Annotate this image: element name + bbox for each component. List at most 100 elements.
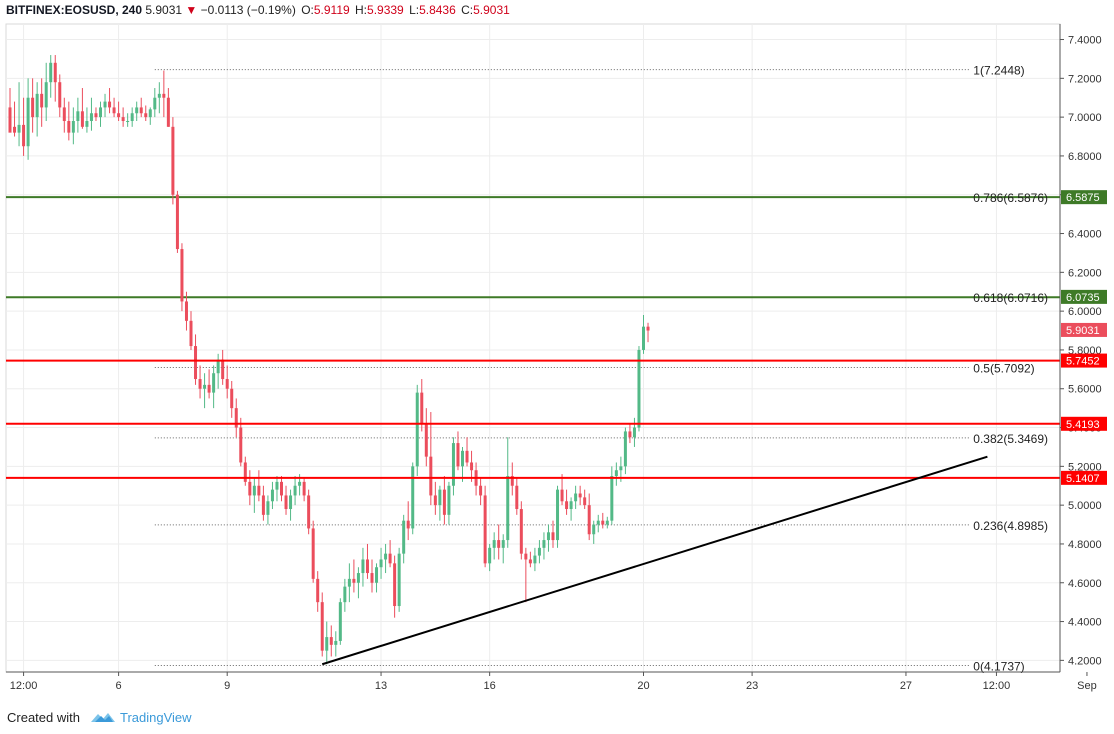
candle[interactable] [130,107,134,127]
candle[interactable] [171,117,175,205]
candle[interactable] [583,489,587,510]
candle[interactable] [365,543,369,579]
candlestick-chart[interactable]: 1(7.2448) 0.786(6.5876) 0.618(6.0716) 0.5(5… [0,0,1114,700]
price-tag[interactable]: 6.5875 [1061,190,1107,205]
candle[interactable] [429,412,433,506]
candle[interactable] [343,578,347,612]
candle[interactable] [610,466,614,525]
candle[interactable] [94,107,98,122]
candle[interactable] [438,485,442,521]
candle[interactable] [456,431,460,471]
candle[interactable] [334,631,338,657]
candle[interactable] [442,476,446,525]
price-tag[interactable]: 5.7452 [1061,353,1107,368]
candle[interactable] [71,107,75,145]
candle[interactable] [261,485,265,521]
candle[interactable] [565,489,569,515]
candle[interactable] [89,97,93,131]
candle[interactable] [17,82,21,147]
candle[interactable] [189,311,193,350]
candle[interactable] [257,470,261,502]
candle[interactable] [347,563,351,603]
candle[interactable] [406,501,410,541]
candle[interactable] [510,462,514,496]
candle[interactable] [307,489,311,535]
price-tag[interactable]: 5.4193 [1061,416,1107,431]
candle[interactable] [103,93,107,118]
candle[interactable] [243,456,247,486]
candle[interactable] [198,365,202,399]
candle[interactable] [121,107,125,127]
price-tag[interactable]: 6.0735 [1061,289,1107,304]
candle[interactable] [108,88,112,114]
candle[interactable] [370,559,374,593]
candle[interactable] [433,481,437,515]
candle[interactable] [153,88,157,118]
candle[interactable] [67,101,71,141]
candle[interactable] [451,437,455,496]
candle[interactable] [221,349,225,385]
candle[interactable] [461,446,464,482]
candle[interactable] [642,315,645,354]
candle[interactable] [574,485,578,510]
candle[interactable] [533,547,537,572]
candle[interactable] [524,547,528,603]
candle[interactable] [379,547,383,579]
candle[interactable] [628,423,632,444]
candle[interactable] [388,540,392,568]
candle[interactable] [76,97,80,133]
candle[interactable] [338,598,342,645]
candle[interactable] [302,477,306,502]
candle[interactable] [284,485,288,515]
candle[interactable] [352,559,356,593]
candle[interactable] [447,481,451,525]
candle[interactable] [207,369,211,399]
candle[interactable] [632,417,636,447]
candle[interactable] [53,55,57,102]
candle[interactable] [144,105,148,122]
candle[interactable] [280,476,283,502]
candle[interactable] [203,373,207,409]
candle[interactable] [117,101,121,122]
candle[interactable] [479,477,483,506]
candle[interactable] [80,88,84,129]
candle[interactable] [646,322,650,343]
candle[interactable] [49,55,53,98]
candle[interactable] [275,476,279,502]
candle[interactable] [483,485,487,568]
candle[interactable] [22,97,26,156]
candle[interactable] [393,555,397,618]
candle[interactable] [501,534,505,564]
candle[interactable] [212,365,216,409]
candle[interactable] [569,497,573,521]
candle[interactable] [605,516,609,529]
candle[interactable] [325,621,329,665]
candle[interactable] [614,462,618,486]
candle[interactable] [35,82,39,137]
candle[interactable] [13,101,17,137]
candle[interactable] [420,379,424,432]
candle[interactable] [402,514,406,564]
candle[interactable] [601,512,605,529]
candle[interactable] [216,353,220,389]
candle[interactable] [542,532,546,560]
candle[interactable] [248,470,252,506]
candle[interactable] [180,243,184,312]
candle[interactable] [311,520,315,583]
trendline[interactable] [321,455,988,666]
price-tag[interactable]: 5.1407 [1061,470,1107,485]
candle[interactable] [26,78,30,160]
candle[interactable] [148,107,152,125]
candle[interactable] [31,78,35,133]
candle[interactable] [320,592,324,657]
candle[interactable] [166,88,170,127]
candle[interactable] [139,97,143,118]
candle[interactable] [519,501,523,560]
candle[interactable] [157,82,161,114]
candle[interactable] [537,540,541,564]
candle[interactable] [560,474,564,506]
candle[interactable] [252,477,256,513]
candle[interactable] [592,520,596,544]
candle[interactable] [361,547,365,587]
candle[interactable] [415,384,419,477]
